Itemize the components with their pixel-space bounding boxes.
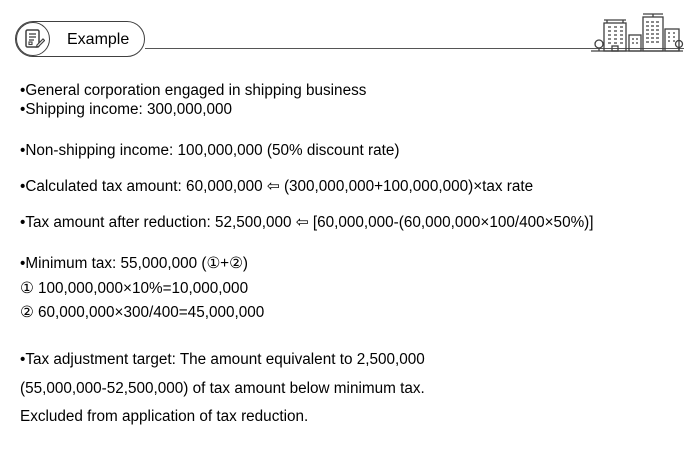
line-minimum-tax: •Minimum tax: 55,000,000 (①+②) (20, 255, 248, 272)
header-title: Example (67, 31, 130, 48)
line-calculated-tax: •Calculated tax amount: 60,000,000 ⇦ (30… (20, 178, 534, 195)
line-adjustment-amount: (55,000,000-52,500,000) of tax amount be… (20, 380, 425, 397)
header-divider (145, 48, 684, 49)
line-shipping-income: •Shipping income: 300,000,000 (20, 101, 233, 118)
line-non-shipping-income: •Non-shipping income: 100,000,000 (50% d… (20, 142, 400, 159)
line-minimum-tax-part-2: ② 60,000,000×300/400=45,000,000 (20, 304, 265, 321)
city-buildings-icon (591, 13, 684, 52)
document-edit-icon-graphic (25, 29, 45, 48)
line-excluded: Excluded from application of tax reducti… (20, 408, 309, 425)
document-edit-icon (16, 22, 50, 56)
slide-header: Example (0, 0, 697, 62)
line-corporation: •General corporation engaged in shipping… (20, 82, 367, 99)
line-tax-after-reduction: •Tax amount after reduction: 52,500,000 … (20, 214, 594, 231)
line-adjustment-target: •Tax adjustment target: The amount equiv… (20, 351, 425, 368)
line-minimum-tax-part-1: ① 100,000,000×10%=10,000,000 (20, 280, 249, 297)
